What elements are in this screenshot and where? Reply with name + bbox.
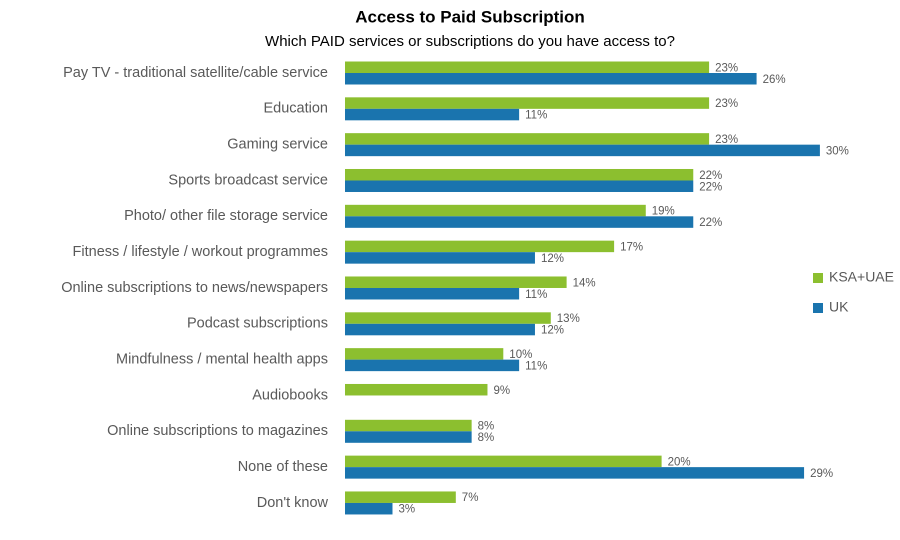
bar: [345, 180, 694, 192]
bar: [345, 419, 472, 432]
value-label: 3%: [398, 504, 415, 516]
category-label: Sports broadcast service: [168, 172, 328, 188]
chart-title: Access to Paid Subscription: [355, 7, 585, 26]
category-label: Audiobooks: [252, 387, 328, 403]
value-label: 9%: [493, 385, 510, 397]
bar: [345, 467, 805, 479]
bar: [345, 323, 535, 336]
value-label: 12%: [541, 325, 564, 337]
category-label: Pay TV - traditional satellite/cable ser…: [63, 65, 328, 81]
bar: [345, 502, 393, 515]
bar: [345, 61, 710, 73]
value-label: 14%: [573, 277, 596, 289]
category-label: Mindfulness / mental health apps: [116, 351, 328, 367]
bar: [345, 383, 488, 396]
category-label: Podcast subscriptions: [187, 316, 328, 332]
value-label: 11%: [525, 360, 547, 372]
category-label: None of these: [238, 459, 328, 475]
bar: [345, 133, 710, 145]
value-label: 23%: [715, 134, 738, 146]
bar: [345, 168, 694, 181]
value-label: 10%: [509, 349, 532, 361]
category-label: Photo/ other file storage service: [124, 208, 328, 224]
value-label: 8%: [478, 421, 495, 433]
bar: [345, 97, 710, 109]
bar: [345, 73, 757, 85]
value-label: 12%: [541, 253, 564, 265]
bar: [345, 287, 520, 300]
bar: [345, 216, 694, 228]
bar: [345, 240, 615, 253]
value-label: 17%: [620, 241, 643, 253]
legend-label: KSA+UAE: [829, 269, 894, 285]
value-label: 22%: [699, 170, 722, 182]
bar: [345, 276, 567, 288]
value-label: 11%: [525, 110, 547, 122]
value-label: 8%: [478, 432, 495, 444]
category-label: Fitness / lifestyle / workout programmes: [73, 244, 328, 260]
value-label: 7%: [462, 492, 479, 504]
category-label: Online subscriptions to magazines: [107, 423, 328, 439]
category-label: Don't know: [257, 495, 329, 511]
value-label: 26%: [763, 74, 786, 86]
value-label: 29%: [810, 468, 833, 480]
value-label: 30%: [826, 145, 849, 157]
value-label: 22%: [699, 217, 722, 229]
legend-swatch: [813, 303, 823, 313]
legend-swatch: [813, 273, 823, 283]
chart-subtitle: Which PAID services or subscriptions do …: [265, 33, 675, 50]
bar: [345, 204, 646, 217]
value-label: 11%: [525, 289, 547, 301]
value-label: 20%: [668, 456, 691, 468]
bar: [345, 252, 535, 264]
category-label: Gaming service: [227, 136, 328, 152]
value-label: 23%: [715, 62, 738, 74]
bar: [345, 312, 551, 324]
legend-label: UK: [829, 299, 849, 315]
bar: [345, 108, 520, 121]
bar: [345, 359, 520, 372]
bar: [345, 431, 472, 443]
bar: [345, 491, 456, 503]
value-label: 13%: [557, 313, 580, 325]
value-label: 23%: [715, 98, 738, 110]
bar: [345, 144, 820, 157]
category-label: Online subscriptions to news/newspapers: [61, 280, 328, 296]
value-label: 19%: [652, 206, 675, 218]
bar: [345, 455, 662, 468]
bar: [345, 348, 504, 360]
category-label: Education: [264, 101, 329, 117]
value-label: 22%: [699, 181, 722, 193]
